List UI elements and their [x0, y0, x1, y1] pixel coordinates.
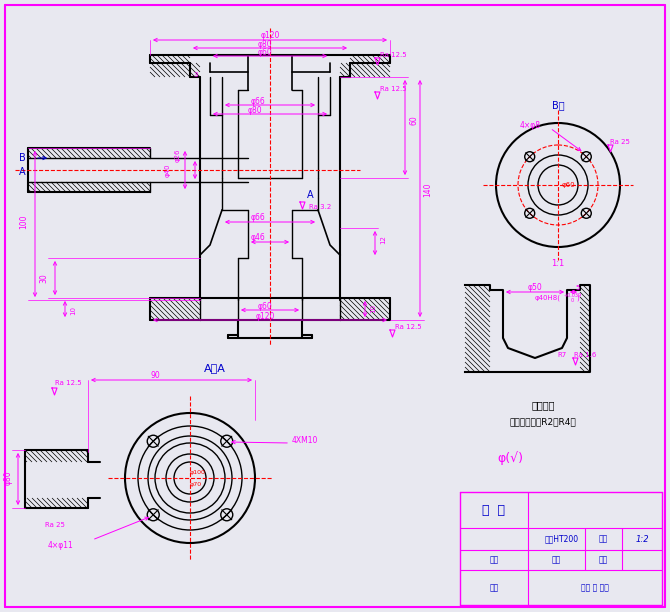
Text: 140: 140	[423, 183, 433, 197]
Text: φ60: φ60	[561, 182, 575, 188]
Text: 90: 90	[150, 370, 160, 379]
Text: 12: 12	[380, 236, 386, 244]
Text: 100: 100	[19, 215, 29, 230]
Text: A: A	[307, 190, 314, 200]
Text: φ120: φ120	[261, 31, 279, 40]
Text: Ra 12.5: Ra 12.5	[395, 324, 421, 330]
Text: ): )	[577, 295, 580, 301]
Text: 比例: 比例	[599, 534, 608, 543]
Text: 4×φ11: 4×φ11	[47, 540, 73, 550]
Text: B向: B向	[551, 100, 564, 110]
Text: φ80: φ80	[3, 471, 13, 485]
Text: 5: 5	[576, 285, 580, 291]
Text: φ46: φ46	[251, 233, 265, 242]
Text: φ66: φ66	[251, 97, 265, 105]
Text: 60: 60	[409, 115, 419, 125]
Text: A: A	[19, 167, 25, 177]
Text: 审核: 审核	[489, 583, 498, 592]
Text: 未注铸造圆角R2～R4。: 未注铸造圆角R2～R4。	[510, 417, 576, 427]
Text: 1:2: 1:2	[635, 534, 649, 543]
Text: 制图: 制图	[489, 556, 498, 564]
Text: φ80: φ80	[258, 40, 272, 48]
Text: Ra 3.2: Ra 3.2	[309, 204, 331, 210]
Text: 数量: 数量	[552, 556, 561, 564]
Text: 10: 10	[70, 305, 76, 315]
Text: A－A: A－A	[204, 363, 226, 373]
Text: Ra 1.6: Ra 1.6	[574, 352, 596, 358]
Text: 4×φ8: 4×φ8	[519, 121, 541, 130]
Text: 阀  体: 阀 体	[482, 504, 505, 517]
Text: 技术要求: 技术要求	[531, 400, 555, 410]
Text: 材料HT200: 材料HT200	[545, 534, 579, 543]
Text: Ra 25: Ra 25	[610, 139, 630, 145]
Text: φ80: φ80	[248, 105, 263, 114]
Text: Ra 12.5: Ra 12.5	[380, 52, 406, 58]
Text: φ50: φ50	[528, 283, 543, 291]
Text: φ26: φ26	[175, 148, 181, 162]
Text: φ40: φ40	[165, 163, 171, 177]
Text: +0.039: +0.039	[563, 293, 581, 297]
Text: φ120: φ120	[255, 312, 275, 321]
Text: φ40H8(: φ40H8(	[535, 295, 561, 301]
Text: 图号: 图号	[599, 556, 608, 564]
Text: B: B	[19, 153, 25, 163]
Text: 3: 3	[194, 72, 198, 78]
Text: Ra 12.5: Ra 12.5	[380, 86, 406, 92]
Text: （单 位 名）: （单 位 名）	[581, 583, 609, 592]
Text: R7: R7	[557, 352, 567, 358]
Text: 30: 30	[40, 273, 48, 283]
Text: Ra 12.5: Ra 12.5	[55, 380, 81, 386]
Text: φ100: φ100	[190, 469, 206, 474]
Text: φ(√): φ(√)	[497, 451, 523, 465]
Text: Ra 25: Ra 25	[45, 522, 65, 528]
Text: φ66: φ66	[251, 212, 265, 222]
Text: φ60: φ60	[258, 48, 273, 56]
Text: 10: 10	[370, 304, 376, 313]
Text: φ60: φ60	[258, 302, 273, 310]
Text: 4XM10: 4XM10	[292, 436, 318, 444]
Text: 0: 0	[570, 297, 574, 302]
Text: φ70: φ70	[190, 482, 202, 487]
Text: 1:1: 1:1	[551, 258, 565, 267]
